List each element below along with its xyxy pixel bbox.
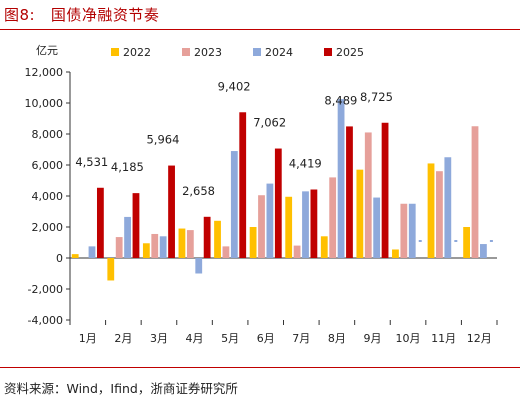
bar-series bbox=[71, 99, 493, 281]
legend-label-2023: 2023 bbox=[194, 46, 222, 59]
y-axis: 亿元 -4,000 -2,000 0 2,000 4,000 6,000 8,000 10,00… bbox=[25, 44, 71, 327]
legend-swatch-2025 bbox=[324, 48, 332, 56]
legend-label-2024: 2024 bbox=[265, 46, 293, 59]
bar-2024-9 bbox=[373, 197, 381, 258]
data-label-8: 8,489 bbox=[324, 93, 357, 107]
bar-2025-8 bbox=[346, 126, 353, 258]
bar-2025-3 bbox=[168, 165, 175, 258]
bar-2022-10 bbox=[392, 249, 399, 258]
bar-2022-9 bbox=[356, 169, 364, 258]
data-label-5: 9,402 bbox=[218, 79, 251, 93]
missing-data-marker bbox=[489, 240, 493, 242]
y-tick-label: 4,000 bbox=[32, 190, 64, 203]
bar-2022-11 bbox=[427, 163, 435, 258]
y-tick-label: 10,000 bbox=[25, 97, 64, 110]
header-divider bbox=[0, 29, 520, 30]
bar-2024-6 bbox=[266, 183, 274, 258]
legend-swatch-2024 bbox=[253, 48, 261, 56]
bar-2024-1 bbox=[88, 246, 96, 258]
bar-2025-2 bbox=[132, 193, 140, 258]
bar-2023-11 bbox=[436, 171, 443, 258]
x-tick-label: 2月 bbox=[114, 332, 132, 345]
bar-2025-1 bbox=[96, 187, 104, 258]
bar-2022-1 bbox=[71, 254, 79, 258]
data-label-7: 4,419 bbox=[289, 157, 322, 171]
y-tick-label: 2,000 bbox=[32, 221, 64, 234]
x-tick-label: 9月 bbox=[363, 332, 381, 345]
y-tick-label: 6,000 bbox=[32, 159, 64, 172]
data-label-1: 4,531 bbox=[75, 155, 108, 169]
missing-data-marker bbox=[454, 240, 458, 242]
x-tick-label: 6月 bbox=[257, 332, 275, 345]
bar-2024-3 bbox=[159, 236, 167, 258]
bar-2023-2 bbox=[115, 237, 123, 258]
bar-2022-6 bbox=[249, 227, 257, 258]
x-tick-label: 7月 bbox=[292, 332, 310, 345]
bar-2024-4 bbox=[195, 258, 203, 274]
bar-2024-12 bbox=[480, 244, 487, 258]
legend-label-2022: 2022 bbox=[123, 46, 151, 59]
bar-2022-3 bbox=[142, 243, 150, 258]
bar-2023-9 bbox=[364, 132, 372, 258]
bar-2022-7 bbox=[285, 196, 293, 258]
bar-2022-2 bbox=[107, 258, 115, 281]
bar-2024-8 bbox=[337, 99, 345, 258]
bar-2023-4 bbox=[186, 230, 194, 258]
x-tick-label: 11月 bbox=[431, 332, 456, 345]
bar-2022-5 bbox=[214, 220, 221, 258]
x-tick-label: 12月 bbox=[467, 332, 492, 345]
bar-2025-7 bbox=[310, 189, 318, 258]
y-tick-label: -4,000 bbox=[28, 314, 63, 327]
x-tick-label: 1月 bbox=[79, 332, 97, 345]
legend-swatch-2023 bbox=[182, 48, 190, 56]
legend-swatch-2022 bbox=[111, 48, 119, 56]
bar-2022-8 bbox=[320, 236, 328, 258]
bar-2023-6 bbox=[258, 195, 265, 258]
bar-2023-8 bbox=[329, 177, 337, 258]
bar-2024-5 bbox=[230, 151, 238, 258]
data-label-6: 7,062 bbox=[253, 116, 286, 130]
y-tick-label: 8,000 bbox=[32, 128, 64, 141]
x-tick-label: 8月 bbox=[328, 332, 346, 345]
data-label-3: 5,964 bbox=[146, 133, 179, 147]
data-label-4: 2,658 bbox=[182, 184, 215, 198]
bar-2025-5 bbox=[239, 112, 247, 258]
figure-header: 图8: 国债净融资节奏 bbox=[0, 0, 520, 30]
bar-2023-3 bbox=[151, 233, 159, 258]
x-tick-label: 10月 bbox=[396, 332, 421, 345]
x-axis: 1月 2月 3月 4月 5月 6月 7月 8月 9月 10月 11月 12月 bbox=[69, 257, 498, 345]
x-tick-label: 3月 bbox=[150, 332, 168, 345]
source-note: 资料来源：Wind，Ifind，浙商证券研究所 bbox=[4, 381, 238, 396]
legend-label-2025: 2025 bbox=[336, 46, 364, 59]
y-tick-label: 0 bbox=[56, 252, 63, 265]
data-label-9: 8,725 bbox=[360, 90, 393, 104]
bar-2025-9 bbox=[381, 122, 389, 258]
bar-2024-2 bbox=[124, 216, 131, 258]
bar-2024-10 bbox=[408, 203, 416, 258]
y-tick-label: 12,000 bbox=[25, 66, 64, 79]
x-tick-label: 4月 bbox=[186, 332, 204, 345]
y-tick-label: -2,000 bbox=[28, 283, 63, 296]
figure-title: 图8: 国债净融资节奏 bbox=[4, 6, 160, 24]
bar-2023-12 bbox=[471, 126, 479, 258]
x-tick-label: 5月 bbox=[221, 332, 239, 345]
y-unit-label: 亿元 bbox=[36, 44, 58, 57]
bar-2023-10 bbox=[400, 203, 408, 258]
bar-2022-4 bbox=[178, 228, 186, 258]
bar-2025-4 bbox=[203, 216, 211, 258]
bar-2023-7 bbox=[293, 245, 301, 258]
bar-2022-12 bbox=[463, 227, 471, 258]
data-label-2: 4,185 bbox=[111, 160, 144, 174]
bar-2024-11 bbox=[444, 157, 452, 258]
bar-2025-6 bbox=[274, 148, 282, 258]
footer-divider bbox=[0, 367, 520, 368]
missing-data-marker bbox=[418, 240, 422, 242]
bar-2024-7 bbox=[302, 191, 309, 258]
bar-2023-5 bbox=[222, 246, 230, 258]
bar-chart: 亿元 -4,000 -2,000 0 2,000 4,000 6,000 8,000 10,00… bbox=[25, 44, 498, 345]
legend: 2022 2023 2024 2025 bbox=[111, 46, 364, 59]
